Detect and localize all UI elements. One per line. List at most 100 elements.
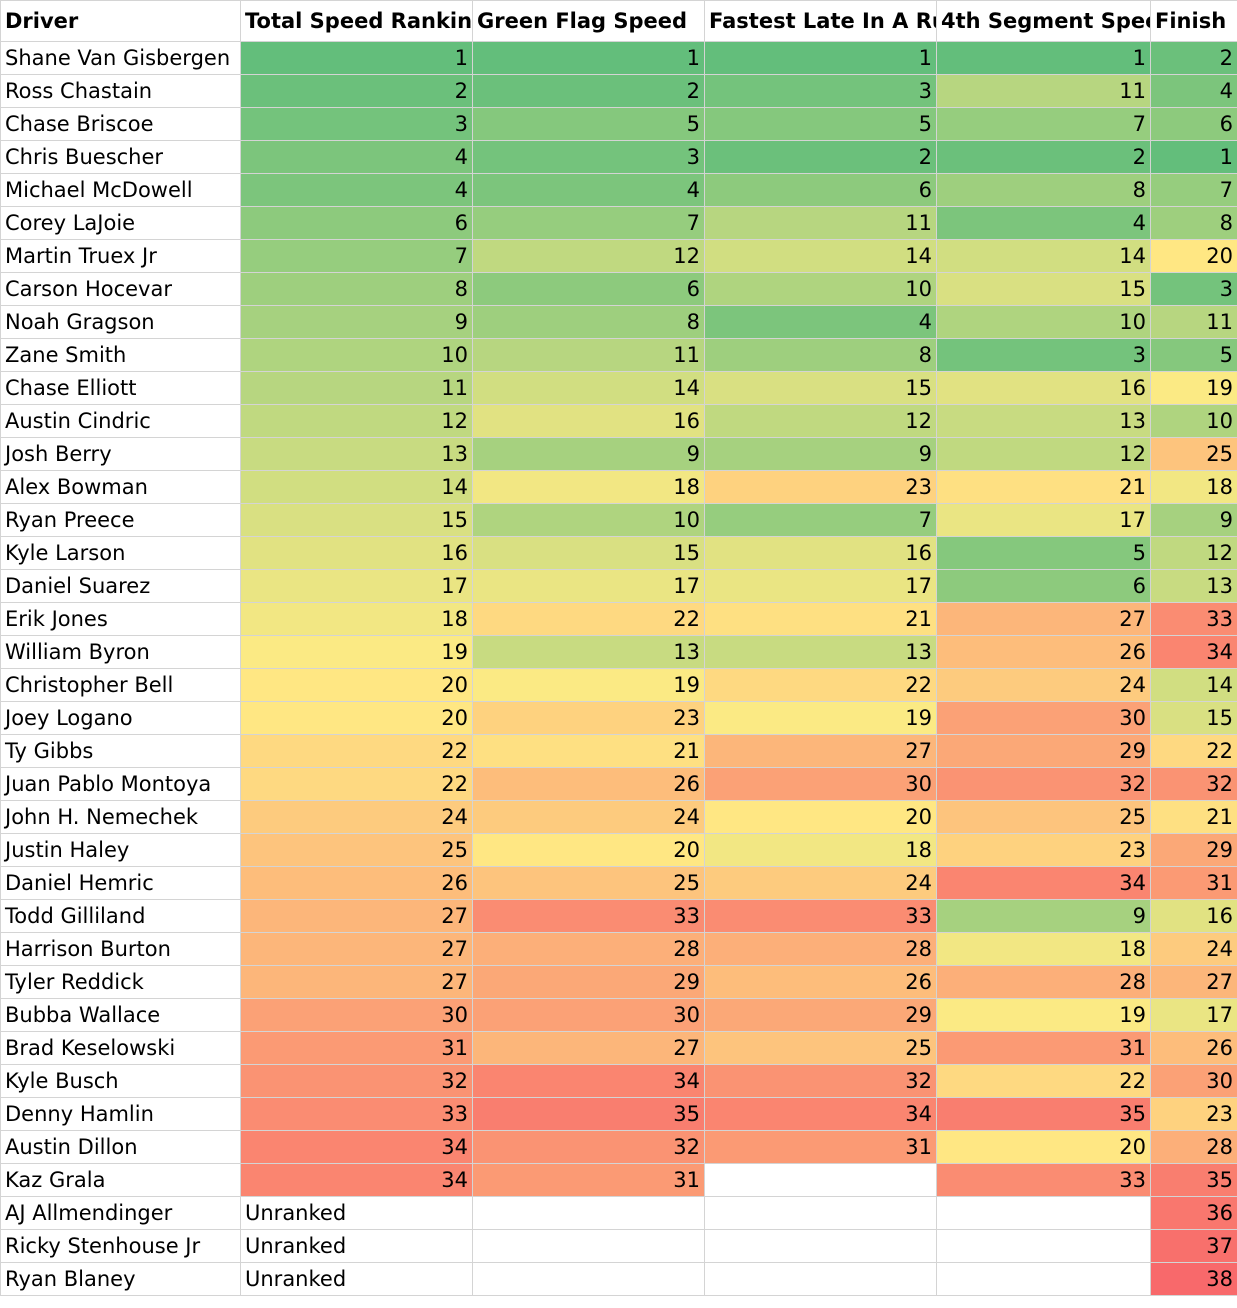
finish-cell[interactable]: 3 (1150, 272, 1237, 306)
segment4-speed-cell[interactable]: 16 (936, 371, 1151, 405)
total-speed-cell[interactable]: 1 (240, 41, 473, 75)
fastest-late-cell[interactable]: 24 (704, 866, 937, 900)
driver-cell[interactable]: Noah Gragson (0, 305, 241, 339)
green-flag-speed-cell[interactable]: 20 (472, 833, 705, 867)
segment4-speed-cell[interactable]: 33 (936, 1163, 1151, 1197)
segment4-speed-cell[interactable]: 6 (936, 569, 1151, 603)
total-speed-cell[interactable]: 2 (240, 74, 473, 108)
finish-cell[interactable]: 31 (1150, 866, 1237, 900)
fastest-late-cell[interactable] (704, 1262, 937, 1296)
driver-cell[interactable]: Harrison Burton (0, 932, 241, 966)
green-flag-speed-cell[interactable]: 21 (472, 734, 705, 768)
finish-cell[interactable]: 18 (1150, 470, 1237, 504)
fastest-late-cell[interactable] (704, 1229, 937, 1263)
segment4-speed-cell[interactable]: 5 (936, 536, 1151, 570)
finish-cell[interactable]: 7 (1150, 173, 1237, 207)
green-flag-speed-cell[interactable]: 11 (472, 338, 705, 372)
driver-cell[interactable]: Chris Buescher (0, 140, 241, 174)
segment4-speed-cell[interactable]: 31 (936, 1031, 1151, 1065)
green-flag-speed-cell[interactable]: 19 (472, 668, 705, 702)
total-speed-cell[interactable]: 7 (240, 239, 473, 273)
driver-cell[interactable]: John H. Nemechek (0, 800, 241, 834)
segment4-speed-cell[interactable] (936, 1196, 1151, 1230)
total-speed-cell[interactable]: 22 (240, 734, 473, 768)
finish-cell[interactable]: 19 (1150, 371, 1237, 405)
fastest-late-cell[interactable]: 30 (704, 767, 937, 801)
green-flag-speed-cell[interactable]: 23 (472, 701, 705, 735)
finish-cell[interactable]: 34 (1150, 635, 1237, 669)
total-speed-cell[interactable]: 25 (240, 833, 473, 867)
green-flag-speed-cell[interactable]: 24 (472, 800, 705, 834)
driver-cell[interactable]: Kyle Busch (0, 1064, 241, 1098)
finish-cell[interactable]: 21 (1150, 800, 1237, 834)
segment4-speed-cell[interactable]: 26 (936, 635, 1151, 669)
total-speed-cell[interactable]: 9 (240, 305, 473, 339)
total-speed-cell[interactable]: 26 (240, 866, 473, 900)
fastest-late-cell[interactable]: 16 (704, 536, 937, 570)
driver-cell[interactable]: Josh Berry (0, 437, 241, 471)
driver-cell[interactable]: Daniel Hemric (0, 866, 241, 900)
segment4-speed-cell[interactable]: 14 (936, 239, 1151, 273)
finish-cell[interactable]: 5 (1150, 338, 1237, 372)
driver-cell[interactable]: Austin Dillon (0, 1130, 241, 1164)
segment4-speed-cell[interactable]: 19 (936, 998, 1151, 1032)
total-speed-cell[interactable]: 27 (240, 899, 473, 933)
fastest-late-cell[interactable]: 11 (704, 206, 937, 240)
fastest-late-cell[interactable]: 14 (704, 239, 937, 273)
fastest-late-cell[interactable]: 6 (704, 173, 937, 207)
total-speed-cell[interactable]: 20 (240, 668, 473, 702)
driver-cell[interactable]: Christopher Bell (0, 668, 241, 702)
total-speed-cell[interactable]: Unranked (240, 1196, 473, 1230)
driver-cell[interactable]: William Byron (0, 635, 241, 669)
segment4-speed-cell[interactable]: 15 (936, 272, 1151, 306)
fastest-late-cell[interactable]: 10 (704, 272, 937, 306)
fastest-late-cell[interactable]: 28 (704, 932, 937, 966)
segment4-speed-cell[interactable]: 32 (936, 767, 1151, 801)
segment4-speed-cell[interactable]: 20 (936, 1130, 1151, 1164)
header-green-flag-speed[interactable]: Green Flag Speed (472, 0, 705, 42)
driver-cell[interactable]: Ryan Preece (0, 503, 241, 537)
segment4-speed-cell[interactable]: 21 (936, 470, 1151, 504)
segment4-speed-cell[interactable]: 27 (936, 602, 1151, 636)
green-flag-speed-cell[interactable]: 31 (472, 1163, 705, 1197)
total-speed-cell[interactable]: 13 (240, 437, 473, 471)
green-flag-speed-cell[interactable] (472, 1262, 705, 1296)
green-flag-speed-cell[interactable]: 4 (472, 173, 705, 207)
finish-cell[interactable]: 30 (1150, 1064, 1237, 1098)
finish-cell[interactable]: 38 (1150, 1262, 1237, 1296)
segment4-speed-cell[interactable]: 18 (936, 932, 1151, 966)
green-flag-speed-cell[interactable]: 29 (472, 965, 705, 999)
driver-cell[interactable]: Martin Truex Jr (0, 239, 241, 273)
finish-cell[interactable]: 11 (1150, 305, 1237, 339)
fastest-late-cell[interactable]: 18 (704, 833, 937, 867)
fastest-late-cell[interactable]: 31 (704, 1130, 937, 1164)
driver-cell[interactable]: Todd Gilliland (0, 899, 241, 933)
segment4-speed-cell[interactable]: 7 (936, 107, 1151, 141)
finish-cell[interactable]: 27 (1150, 965, 1237, 999)
finish-cell[interactable]: 35 (1150, 1163, 1237, 1197)
driver-cell[interactable]: Kyle Larson (0, 536, 241, 570)
driver-cell[interactable]: Bubba Wallace (0, 998, 241, 1032)
total-speed-cell[interactable]: 6 (240, 206, 473, 240)
driver-cell[interactable]: Brad Keselowski (0, 1031, 241, 1065)
driver-cell[interactable]: Michael McDowell (0, 173, 241, 207)
fastest-late-cell[interactable]: 23 (704, 470, 937, 504)
green-flag-speed-cell[interactable]: 9 (472, 437, 705, 471)
segment4-speed-cell[interactable]: 23 (936, 833, 1151, 867)
fastest-late-cell[interactable]: 27 (704, 734, 937, 768)
driver-cell[interactable]: Corey LaJoie (0, 206, 241, 240)
finish-cell[interactable]: 33 (1150, 602, 1237, 636)
total-speed-cell[interactable]: 12 (240, 404, 473, 438)
green-flag-speed-cell[interactable]: 1 (472, 41, 705, 75)
finish-cell[interactable]: 8 (1150, 206, 1237, 240)
header-total-speed-ranking[interactable]: Total Speed Ranking (240, 0, 473, 42)
green-flag-speed-cell[interactable]: 7 (472, 206, 705, 240)
fastest-late-cell[interactable]: 9 (704, 437, 937, 471)
total-speed-cell[interactable]: 4 (240, 140, 473, 174)
driver-cell[interactable]: Carson Hocevar (0, 272, 241, 306)
total-speed-cell[interactable]: 34 (240, 1163, 473, 1197)
total-speed-cell[interactable]: 19 (240, 635, 473, 669)
fastest-late-cell[interactable]: 25 (704, 1031, 937, 1065)
total-speed-cell[interactable]: 20 (240, 701, 473, 735)
total-speed-cell[interactable]: 14 (240, 470, 473, 504)
